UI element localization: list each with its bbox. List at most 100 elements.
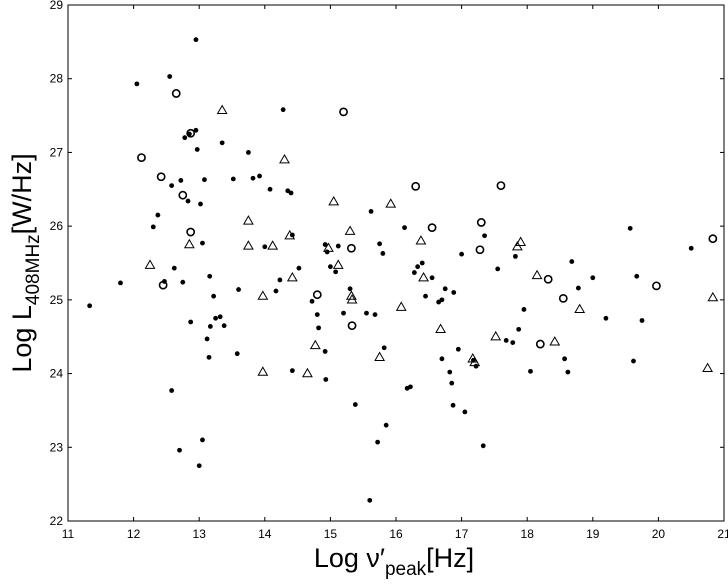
data-point-filled-circle xyxy=(194,147,200,152)
x-tick-label: 17 xyxy=(455,527,469,541)
x-tick-label: 20 xyxy=(652,527,666,541)
y-tick-label: 28 xyxy=(50,72,64,86)
data-point-open-triangle xyxy=(385,198,397,208)
data-point-filled-circle xyxy=(267,186,273,192)
data-point-filled-circle xyxy=(323,377,329,382)
data-point-filled-circle xyxy=(439,297,445,303)
data-point-filled-circle xyxy=(449,380,455,386)
y-tick-label: 29 xyxy=(50,0,64,12)
data-point-filled-circle xyxy=(341,310,346,316)
data-point-open-triangle xyxy=(286,271,298,282)
data-point-filled-circle xyxy=(590,275,596,281)
data-point-filled-circle xyxy=(87,303,93,309)
y-axis-title-main: Log L xyxy=(7,305,37,373)
data-point-filled-circle xyxy=(169,388,175,393)
data-point-filled-circle xyxy=(419,260,425,266)
data-point-filled-circle xyxy=(171,265,177,271)
data-point-open-circle xyxy=(535,339,545,349)
data-point-filled-circle xyxy=(180,279,186,285)
data-point-filled-circle xyxy=(221,323,227,329)
data-point-open-circle xyxy=(312,290,322,300)
data-points xyxy=(87,37,719,503)
data-point-filled-circle xyxy=(408,384,413,390)
data-point-filled-circle xyxy=(415,264,421,270)
data-point-open-circle xyxy=(186,227,196,237)
data-point-open-triangle xyxy=(328,196,340,206)
data-point-open-triangle xyxy=(242,215,254,225)
data-point-filled-circle xyxy=(575,285,581,291)
data-point-filled-circle xyxy=(688,245,694,251)
data-point-open-triangle xyxy=(345,290,357,300)
data-point-filled-circle xyxy=(207,273,213,279)
data-point-filled-circle xyxy=(439,356,445,362)
data-point-filled-circle xyxy=(309,298,315,304)
data-point-filled-circle xyxy=(257,173,262,179)
y-tick-label: 22 xyxy=(50,514,64,528)
data-point-filled-circle xyxy=(219,140,225,146)
data-point-filled-circle xyxy=(322,242,328,247)
data-point-open-triangle xyxy=(257,290,269,300)
data-point-filled-circle xyxy=(211,293,217,299)
data-point-open-triangle xyxy=(574,303,586,314)
data-point-filled-circle xyxy=(503,338,509,343)
data-point-open-circle xyxy=(347,321,357,331)
x-axis-title-main: Log ν′ xyxy=(314,543,385,573)
data-point-filled-circle xyxy=(155,212,161,218)
data-point-filled-circle xyxy=(447,369,453,375)
data-point-filled-circle xyxy=(634,273,640,279)
x-tick-label: 21 xyxy=(717,527,728,541)
data-point-open-triangle xyxy=(418,271,429,282)
data-point-open-circle xyxy=(186,128,196,138)
data-point-filled-circle xyxy=(213,315,219,321)
data-point-filled-circle xyxy=(169,183,175,189)
y-tick-label: 26 xyxy=(50,219,64,233)
data-point-filled-circle xyxy=(196,463,202,469)
data-point-filled-circle xyxy=(377,241,382,247)
data-point-filled-circle xyxy=(521,307,527,312)
data-point-open-triangle xyxy=(216,104,228,115)
data-point-filled-circle xyxy=(324,249,330,255)
data-point-filled-circle xyxy=(352,402,358,407)
data-point-open-triangle xyxy=(490,330,502,341)
data-point-open-triangle xyxy=(279,153,290,164)
data-point-open-triangle xyxy=(267,240,279,250)
x-tick-label: 15 xyxy=(324,527,338,541)
data-point-open-triangle xyxy=(531,269,543,280)
data-point-open-circle xyxy=(411,181,421,191)
x-tick-label: 12 xyxy=(127,527,141,541)
data-point-filled-circle xyxy=(217,314,223,320)
x-tick-label: 13 xyxy=(193,527,207,541)
y-tick-label: 23 xyxy=(50,440,64,454)
data-point-filled-circle xyxy=(368,209,374,214)
axis-ticks xyxy=(67,4,725,522)
data-point-open-circle xyxy=(427,223,437,233)
data-point-filled-circle xyxy=(296,265,302,271)
data-point-filled-circle xyxy=(150,224,156,230)
data-point-open-triangle xyxy=(415,235,427,245)
data-point-filled-circle xyxy=(198,201,203,207)
data-point-filled-circle xyxy=(202,177,207,183)
data-point-filled-circle xyxy=(459,251,464,257)
data-point-open-triangle xyxy=(515,236,527,246)
data-point-open-circle xyxy=(476,218,486,227)
y-axis-title-sub: 408MHz xyxy=(23,234,44,305)
data-point-filled-circle xyxy=(204,336,210,342)
data-point-filled-circle xyxy=(322,349,328,354)
data-point-filled-circle xyxy=(289,368,295,374)
data-point-open-triangle xyxy=(374,351,386,361)
data-point-filled-circle xyxy=(167,74,173,79)
data-point-open-triangle xyxy=(395,301,407,311)
data-point-open-circle xyxy=(339,107,348,117)
data-point-open-triangle xyxy=(183,238,195,249)
data-point-filled-circle xyxy=(234,351,240,357)
data-point-filled-circle xyxy=(367,497,373,503)
data-point-filled-circle xyxy=(380,251,386,256)
data-point-filled-circle xyxy=(482,233,487,239)
x-tick-label: 16 xyxy=(389,527,403,541)
data-point-filled-circle xyxy=(429,275,435,281)
data-point-open-circle xyxy=(708,234,718,244)
data-point-filled-circle xyxy=(314,312,320,317)
data-point-filled-circle xyxy=(230,176,236,182)
data-point-filled-circle xyxy=(178,178,184,183)
